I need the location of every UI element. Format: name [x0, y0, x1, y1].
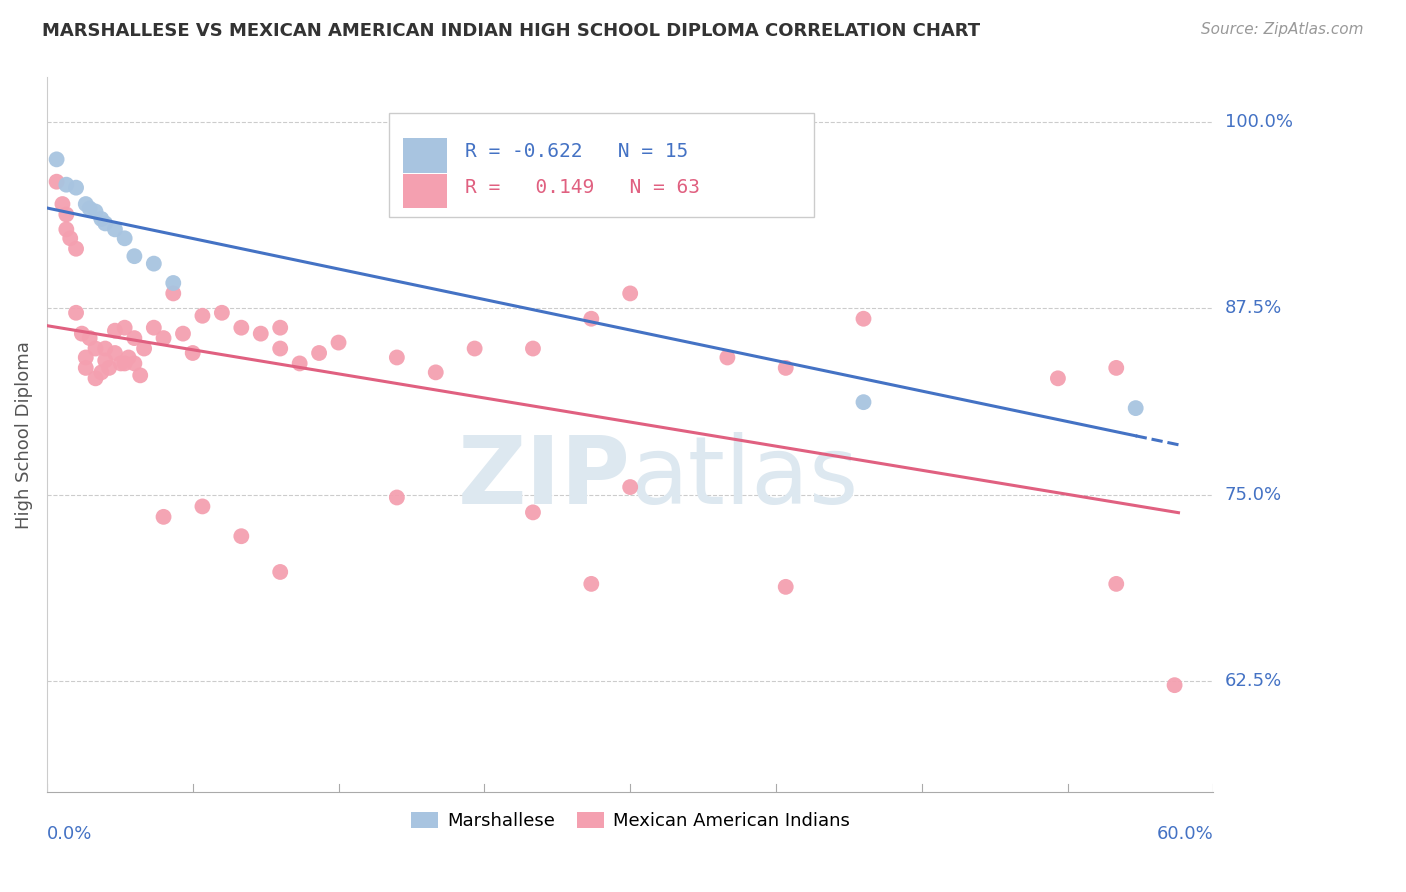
Point	[45, 153, 67, 167]
Point	[1105, 360, 1128, 375]
Point	[90, 211, 112, 226]
Point	[385, 351, 408, 365]
Point	[51, 197, 73, 211]
FancyBboxPatch shape	[388, 113, 814, 217]
Text: 75.0%: 75.0%	[1225, 485, 1282, 503]
Point	[1046, 371, 1069, 385]
Point	[581, 577, 603, 591]
Point	[269, 342, 291, 356]
Point	[142, 257, 165, 271]
Point	[522, 342, 544, 356]
Text: ZIP: ZIP	[457, 432, 630, 524]
Point	[65, 180, 87, 194]
Point	[79, 331, 101, 345]
Point	[269, 565, 291, 579]
Point	[1125, 401, 1147, 416]
Point	[104, 222, 127, 236]
FancyBboxPatch shape	[402, 138, 447, 172]
Text: R = -0.622   N = 15: R = -0.622 N = 15	[464, 143, 688, 161]
Point	[1105, 577, 1128, 591]
Text: atlas: atlas	[630, 432, 859, 524]
Text: 62.5%: 62.5%	[1225, 672, 1282, 690]
Point	[852, 311, 875, 326]
Point	[75, 351, 97, 365]
Point	[90, 365, 112, 379]
Point	[45, 175, 67, 189]
Point	[84, 371, 107, 385]
Point	[385, 491, 408, 505]
Point	[231, 320, 253, 334]
Point	[775, 360, 797, 375]
Point	[581, 311, 603, 326]
Point	[152, 509, 174, 524]
Text: 87.5%: 87.5%	[1225, 300, 1282, 318]
Point	[162, 286, 184, 301]
Point	[104, 324, 127, 338]
Point	[117, 351, 139, 365]
Point	[619, 286, 641, 301]
Point	[65, 306, 87, 320]
Point	[308, 346, 330, 360]
Text: 0.0%: 0.0%	[46, 824, 93, 843]
Point	[104, 346, 127, 360]
Point	[75, 360, 97, 375]
Point	[124, 356, 146, 370]
Point	[75, 197, 97, 211]
Point	[55, 222, 77, 236]
Point	[110, 356, 132, 370]
Point	[70, 326, 93, 341]
Point	[852, 395, 875, 409]
Point	[191, 309, 214, 323]
Point	[1163, 678, 1185, 692]
Point	[522, 505, 544, 519]
Text: 100.0%: 100.0%	[1225, 113, 1292, 131]
Point	[142, 320, 165, 334]
Point	[94, 353, 117, 368]
Text: Source: ZipAtlas.com: Source: ZipAtlas.com	[1201, 22, 1364, 37]
Point	[172, 326, 194, 341]
Point	[619, 480, 641, 494]
Point	[132, 342, 155, 356]
Point	[231, 529, 253, 543]
Text: 60.0%: 60.0%	[1157, 824, 1213, 843]
Point	[775, 580, 797, 594]
Point	[181, 346, 204, 360]
Point	[425, 365, 447, 379]
Point	[84, 204, 107, 219]
Point	[55, 178, 77, 192]
Text: MARSHALLESE VS MEXICAN AMERICAN INDIAN HIGH SCHOOL DIPLOMA CORRELATION CHART: MARSHALLESE VS MEXICAN AMERICAN INDIAN H…	[42, 22, 980, 40]
Point	[328, 335, 350, 350]
Point	[129, 368, 152, 383]
Point	[288, 356, 311, 370]
Point	[124, 331, 146, 345]
Point	[114, 320, 136, 334]
Point	[114, 231, 136, 245]
Point	[211, 306, 233, 320]
Point	[191, 500, 214, 514]
Point	[124, 249, 146, 263]
Point	[114, 356, 136, 370]
Point	[79, 202, 101, 216]
Point	[269, 320, 291, 334]
Point	[152, 331, 174, 345]
FancyBboxPatch shape	[402, 174, 447, 208]
Point	[65, 242, 87, 256]
Point	[55, 207, 77, 221]
Point	[84, 342, 107, 356]
Point	[59, 231, 82, 245]
Point	[94, 216, 117, 230]
Y-axis label: High School Diploma: High School Diploma	[15, 341, 32, 529]
Point	[464, 342, 486, 356]
Legend: Marshallese, Mexican American Indians: Marshallese, Mexican American Indians	[404, 805, 856, 837]
Point	[162, 276, 184, 290]
Point	[94, 342, 117, 356]
Point	[716, 351, 738, 365]
Text: R =   0.149   N = 63: R = 0.149 N = 63	[464, 178, 700, 197]
Point	[249, 326, 271, 341]
Point	[98, 360, 121, 375]
